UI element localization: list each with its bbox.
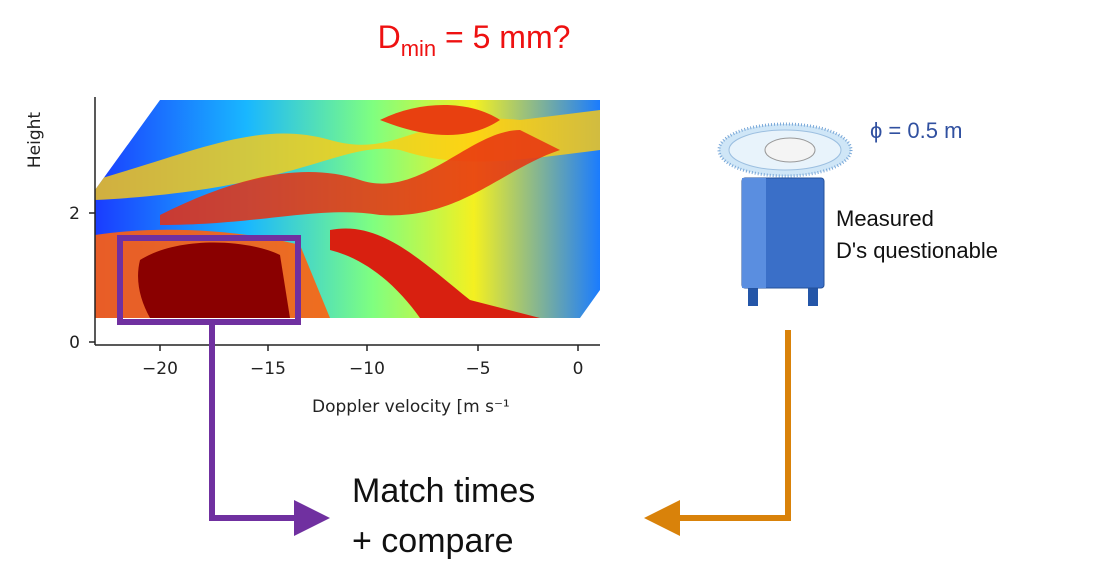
slide: Dmin = 5 mm? 0 2 Height −20 −15 −10 −5 0… — [0, 0, 1108, 575]
result-line: + compare — [352, 522, 514, 560]
x-tick-label: −15 — [250, 359, 286, 379]
x-tick-label: 0 — [573, 359, 584, 379]
title: Dmin = 5 mm? — [378, 19, 571, 61]
orange-arrow — [662, 330, 788, 518]
diameter-label: ϕ = 0.5 m — [870, 118, 962, 143]
disdrometer-icon — [719, 124, 851, 306]
y-axis-label: Height — [25, 112, 45, 169]
note-line: Measured — [836, 206, 934, 231]
result-line: Match times — [352, 472, 535, 510]
title-base: D — [378, 19, 401, 55]
y-tick-label: 0 — [69, 333, 80, 353]
x-tick-label: −20 — [142, 359, 178, 379]
spectrogram — [95, 100, 600, 318]
note-line: D's questionable — [836, 238, 998, 263]
purple-arrow — [212, 322, 312, 518]
x-axis-label: Doppler velocity [m s⁻¹ — [312, 397, 510, 417]
title-rest: = 5 mm? — [436, 19, 570, 55]
title-subscript: min — [401, 36, 436, 61]
y-tick-label: 2 — [69, 204, 80, 224]
x-tick-label: −10 — [349, 359, 385, 379]
x-tick-label: −5 — [465, 359, 490, 379]
